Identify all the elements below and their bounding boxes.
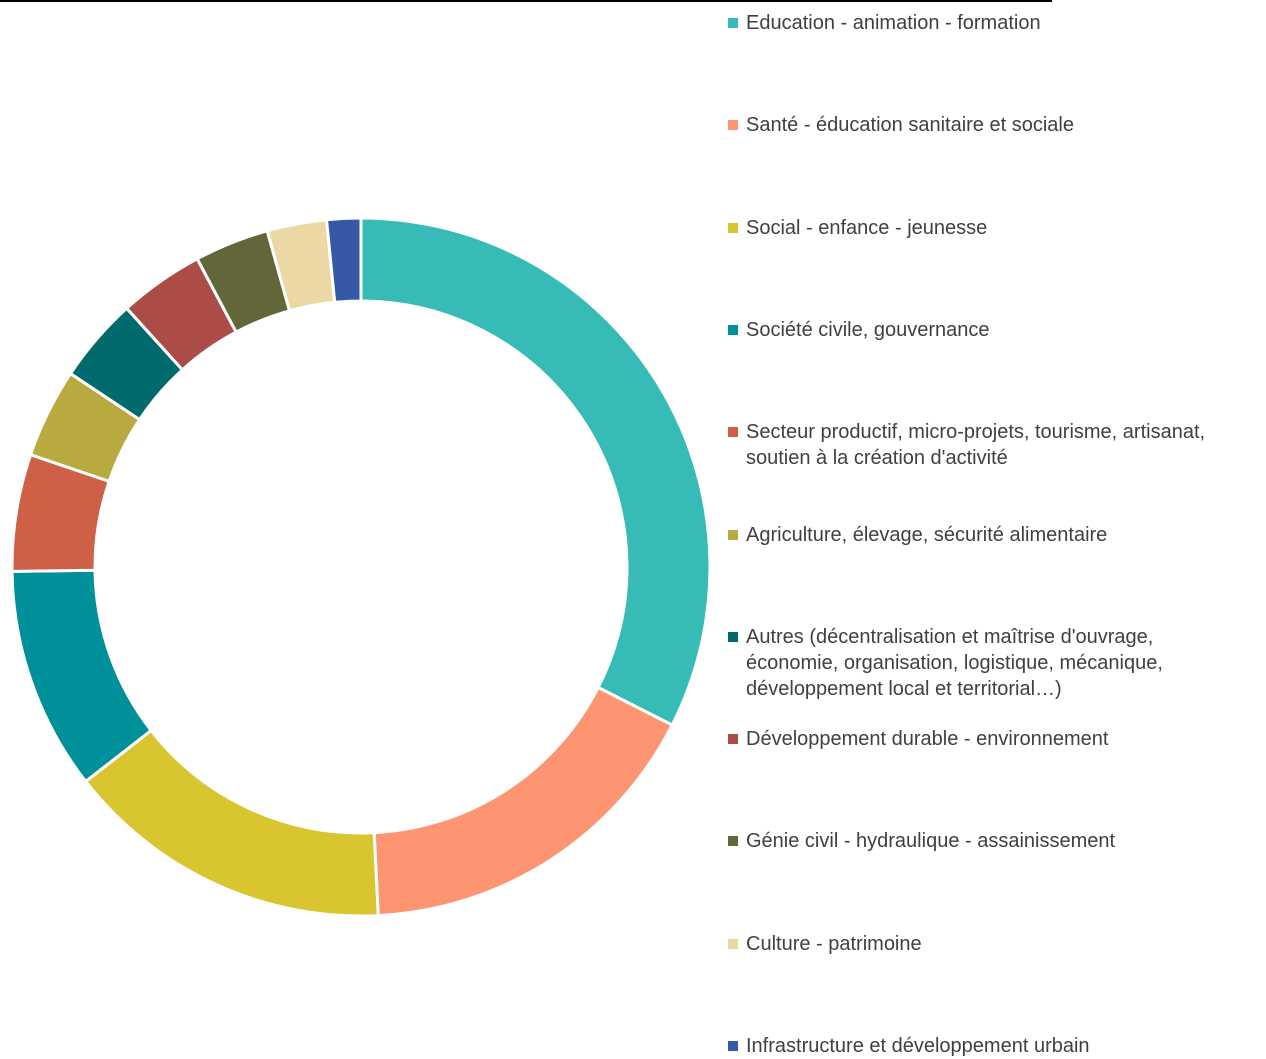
legend-label: Agriculture, élevage, sécurité alimentai… (746, 523, 1108, 546)
top-border-line (0, 0, 1052, 2)
legend-label: Social - enfance - jeunesse (746, 216, 988, 239)
donut-chart (10, 216, 712, 918)
legend-swatch-icon (728, 836, 738, 847)
legend-swatch-icon (728, 222, 738, 233)
legend-item: Génie civil - hydraulique - assainisseme… (728, 828, 1258, 854)
legend-item: Infrastructure et développement urbain (728, 1033, 1258, 1059)
legend-swatch-icon (728, 324, 738, 335)
donut-slice-2 (372, 685, 675, 918)
legend-item: Social - enfance - jeunesse (728, 215, 1258, 241)
legend-swatch-icon (728, 18, 738, 28)
legend-item: Développement durable - environnement (728, 726, 1258, 752)
legend-label: Génie civil - hydraulique - assainisseme… (746, 830, 1116, 853)
legend-swatch-icon (728, 734, 738, 745)
legend-label: Autres (décentralisation et maîtrise d'o… (746, 625, 1163, 700)
donut-slice-3 (83, 728, 380, 918)
legend-item: Culture - patrimoine (728, 931, 1258, 957)
legend-swatch-icon (728, 427, 738, 438)
legend-swatch-icon (728, 631, 738, 642)
legend-swatch-icon (728, 120, 738, 131)
legend-label: Santé - éducation sanitaire et sociale (746, 114, 1074, 137)
legend-item: Education - animation - formation (728, 10, 1258, 36)
legend-label: Secteur productif, micro-projets, touris… (746, 421, 1206, 470)
legend-label: Développement durable - environnement (746, 728, 1109, 751)
legend-item: Secteur productif, micro-projets, touris… (728, 419, 1258, 471)
donut-slices (10, 216, 712, 918)
donut-slice-11 (324, 216, 363, 304)
legend-swatch-icon (728, 1041, 738, 1051)
legend-item: Agriculture, élevage, sécurité alimentai… (728, 522, 1258, 548)
donut-slice-1 (359, 216, 712, 728)
legend-item: Santé - éducation sanitaire et sociale (728, 112, 1258, 138)
legend-item: Autres (décentralisation et maîtrise d'o… (728, 624, 1258, 702)
legend-swatch-icon (728, 529, 738, 540)
legend-label: Education - animation - formation (746, 12, 1041, 34)
legend-label: Infrastructure et développement urbain (746, 1035, 1090, 1057)
chart-legend: Education - animation - formation Santé -… (728, 0, 1266, 1057)
legend-swatch-icon (728, 938, 738, 949)
legend-label: Culture - patrimoine (746, 932, 922, 955)
legend-item: Société civile, gouvernance (728, 317, 1258, 343)
legend-label: Société civile, gouvernance (746, 318, 990, 341)
